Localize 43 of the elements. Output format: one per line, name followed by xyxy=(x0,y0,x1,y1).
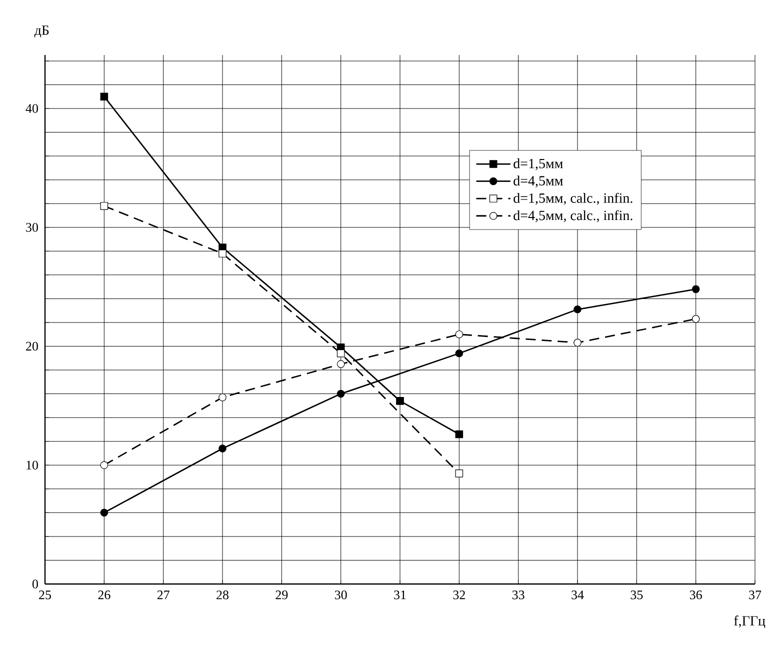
point xyxy=(100,92,108,100)
x-tick-label: 30 xyxy=(334,590,347,600)
x-tick-label: 37 xyxy=(749,590,762,600)
point xyxy=(336,349,345,358)
y-tick-label: 0 xyxy=(32,580,38,588)
x-tick-label: 25 xyxy=(39,590,51,600)
legend-label: d=4,5мм xyxy=(514,176,563,188)
legend-label: d=4,5мм, calc., infin. xyxy=(514,210,632,222)
point xyxy=(100,508,108,517)
point xyxy=(100,202,108,210)
x-axis-title: f,ГГц xyxy=(734,616,766,628)
x-tick-label: 32 xyxy=(453,590,465,600)
point xyxy=(336,390,345,398)
point xyxy=(100,461,108,470)
point xyxy=(455,349,464,358)
point xyxy=(336,360,345,368)
point xyxy=(218,250,226,258)
x-tick-label: 36 xyxy=(690,590,702,600)
point xyxy=(455,470,464,478)
point xyxy=(218,444,226,452)
legend-label: d=1,5мм, calc., infin. xyxy=(514,192,632,205)
point xyxy=(692,315,700,323)
x-tick-label: 34 xyxy=(572,590,584,600)
point xyxy=(574,305,582,314)
point xyxy=(574,338,582,347)
y-tick-label: 30 xyxy=(26,222,38,232)
y-tick-label: 20 xyxy=(26,342,38,351)
legend-label: d=1,5мм xyxy=(514,158,563,170)
x-tick-label: 26 xyxy=(98,590,110,600)
y-tick-label: 40 xyxy=(26,104,38,113)
y-axis-title: дБ xyxy=(34,26,49,38)
y-tick-label: 10 xyxy=(26,460,38,470)
point xyxy=(455,330,464,338)
x-tick-label: 33 xyxy=(512,590,524,600)
x-tick-label: 28 xyxy=(216,590,229,600)
x-tick-label: 31 xyxy=(394,590,406,600)
x-tick-label: 35 xyxy=(630,590,643,600)
point xyxy=(396,397,404,405)
x-tick-label: 29 xyxy=(276,590,288,600)
point xyxy=(218,393,226,402)
point xyxy=(455,430,464,438)
x-tick-label: 27 xyxy=(157,590,170,600)
point xyxy=(692,285,700,294)
